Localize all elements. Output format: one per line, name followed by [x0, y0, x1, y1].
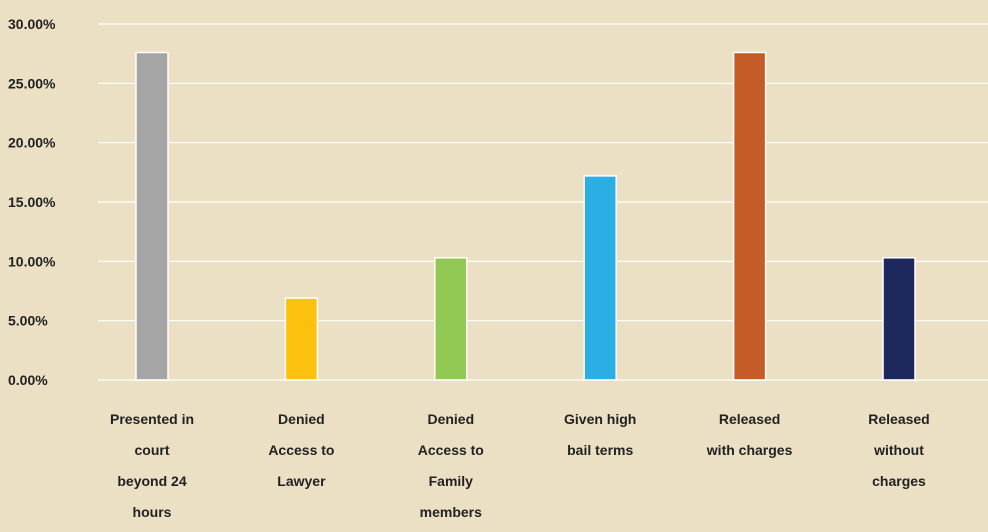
x-category-label-line: hours [133, 504, 172, 520]
y-tick-label: 15.00% [8, 194, 56, 210]
y-tick-label: 20.00% [8, 135, 56, 151]
x-category-label-line: Access to [268, 442, 334, 458]
y-tick-label: 10.00% [8, 253, 56, 269]
grid-lines [98, 23, 988, 322]
y-tick-label: 25.00% [8, 75, 56, 91]
x-category-label-line: court [135, 442, 170, 458]
bars [135, 51, 916, 381]
x-category-label: Presented in court beyond 24 hours [110, 411, 194, 520]
bar [732, 51, 767, 381]
x-category-label-line: Lawyer [277, 473, 326, 489]
bar [135, 51, 169, 381]
y-axis-tick-labels: 0.00% 5.00% 10.00% 15.00% 20.00% 25.00% 30.00% [8, 16, 56, 388]
x-category-label-line: members [420, 504, 482, 520]
x-category-label-line: Released [719, 411, 780, 427]
x-category-label: Given high bail terms [564, 411, 636, 458]
x-category-label-line: bail terms [567, 442, 633, 458]
x-category-label-line: Presented in [110, 411, 194, 427]
x-category-label-line: with charges [706, 442, 793, 458]
bar [583, 175, 617, 381]
bar [434, 257, 468, 381]
y-tick-label: 5.00% [8, 313, 48, 329]
x-category-label-line: without [873, 442, 924, 458]
x-category-label-line: Family [429, 473, 474, 489]
x-category-label: Denied Access to Lawyer [268, 411, 334, 489]
bar [284, 297, 319, 381]
x-category-label: Released without charges [868, 411, 929, 489]
y-tick-label: 0.00% [8, 372, 48, 388]
x-category-label-line: Released [868, 411, 929, 427]
x-axis-category-labels: Presented in court beyond 24 hours Denied Acc… [110, 411, 930, 520]
x-category-label-line: Given high [564, 411, 636, 427]
x-category-label: Released with charges [706, 411, 793, 458]
y-tick-label: 30.00% [8, 16, 56, 32]
x-category-label-line: Denied [427, 411, 474, 427]
bar [882, 257, 916, 381]
x-category-label: Denied Access to Family members [418, 411, 484, 520]
x-category-label-line: Denied [278, 411, 325, 427]
x-category-label-line: charges [872, 473, 926, 489]
x-category-label-line: beyond 24 [117, 473, 186, 489]
x-category-label-line: Access to [418, 442, 484, 458]
